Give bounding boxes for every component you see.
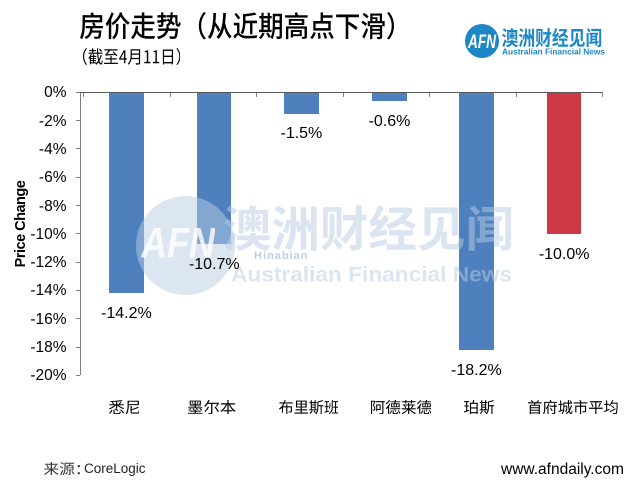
svg-text:AFN: AFN <box>467 32 497 53</box>
svg-text:Australian Financial News: Australian Financial News <box>231 263 512 287</box>
svg-text:Australian Financial News: Australian Financial News <box>502 47 606 56</box>
svg-text:AFN: AFN <box>141 220 215 263</box>
